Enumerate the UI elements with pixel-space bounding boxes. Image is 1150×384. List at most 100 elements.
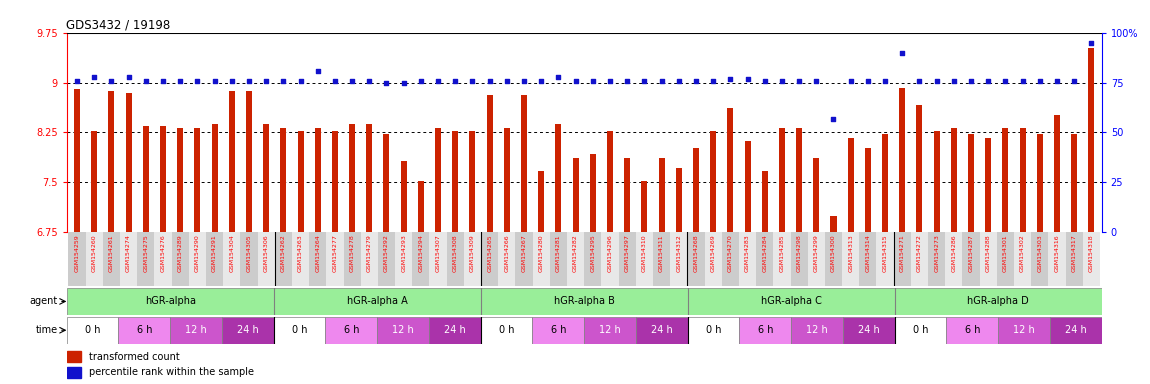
Text: GSM154307: GSM154307 (436, 234, 440, 272)
Bar (997, 232, 1014, 286)
Point (325, 78, 344, 84)
Point (583, 78, 601, 84)
Bar (688, 288, 895, 315)
Bar (383, 134, 390, 232)
Text: GSM154260: GSM154260 (92, 234, 97, 271)
Point (687, 78, 705, 84)
Bar (246, 91, 252, 232)
Text: GSM154313: GSM154313 (849, 234, 853, 272)
Bar (504, 128, 509, 232)
Point (515, 78, 534, 84)
Bar (1083, 232, 1101, 286)
Bar (223, 232, 240, 286)
Text: hGR-alpha A: hGR-alpha A (347, 296, 407, 306)
Text: GSM154269: GSM154269 (711, 234, 715, 272)
Text: GSM154312: GSM154312 (676, 234, 681, 272)
Bar (274, 288, 481, 315)
Text: GSM154291: GSM154291 (212, 234, 217, 272)
Bar (429, 317, 481, 344)
Bar (194, 128, 200, 232)
Bar (292, 232, 309, 286)
Bar (807, 232, 825, 286)
Point (859, 78, 877, 84)
Bar (532, 317, 584, 344)
Bar (400, 161, 407, 232)
Point (894, 50, 912, 56)
Bar (705, 232, 722, 286)
Bar (281, 128, 286, 232)
Bar (154, 232, 171, 286)
Text: GSM154259: GSM154259 (75, 234, 79, 272)
Bar (813, 158, 819, 232)
Bar (481, 317, 532, 344)
Text: GSM154283: GSM154283 (745, 234, 750, 272)
Point (911, 78, 929, 84)
Text: hGR-alpha B: hGR-alpha B (554, 296, 614, 306)
Text: hGR-alpha D: hGR-alpha D (967, 296, 1029, 306)
Text: GSM154266: GSM154266 (505, 234, 509, 271)
Bar (125, 93, 131, 232)
Text: GSM154310: GSM154310 (642, 234, 646, 271)
Bar (532, 232, 550, 286)
Point (1048, 78, 1066, 84)
Text: agent: agent (30, 296, 58, 306)
Point (773, 78, 791, 84)
Bar (378, 232, 396, 286)
Text: GSM154278: GSM154278 (350, 234, 354, 272)
Text: GSM154297: GSM154297 (624, 234, 630, 272)
Text: 6 h: 6 h (344, 325, 359, 335)
Bar (108, 91, 114, 232)
Point (842, 78, 860, 84)
Text: GSM154273: GSM154273 (934, 234, 940, 272)
Text: GDS3432 / 19198: GDS3432 / 19198 (66, 18, 170, 31)
Text: GSM154311: GSM154311 (659, 234, 664, 271)
Bar (463, 232, 481, 286)
Bar (761, 171, 768, 232)
Bar (521, 94, 527, 232)
Text: GSM154317: GSM154317 (1072, 234, 1076, 272)
Point (360, 78, 378, 84)
Bar (584, 232, 601, 286)
Bar (739, 232, 757, 286)
Point (652, 78, 670, 84)
Text: GSM154279: GSM154279 (367, 234, 371, 272)
Bar (481, 288, 688, 315)
Bar (143, 126, 148, 232)
Text: GSM154302: GSM154302 (1020, 234, 1025, 272)
Point (171, 78, 190, 84)
Text: GSM154261: GSM154261 (109, 234, 114, 271)
Text: 24 h: 24 h (651, 325, 673, 335)
Point (1013, 78, 1032, 84)
Bar (1071, 134, 1078, 232)
Bar (350, 124, 355, 232)
Point (1065, 78, 1083, 84)
Bar (68, 232, 85, 286)
Bar (1020, 128, 1026, 232)
Text: GSM154284: GSM154284 (762, 234, 767, 272)
Bar (670, 232, 688, 286)
Point (446, 78, 465, 84)
Bar (934, 131, 940, 232)
Bar (1088, 48, 1095, 232)
Text: 12 h: 12 h (806, 325, 828, 335)
Bar (206, 232, 223, 286)
Bar (796, 128, 802, 232)
Point (927, 78, 945, 84)
Bar (332, 131, 338, 232)
Bar (1055, 114, 1060, 232)
Bar (624, 158, 630, 232)
Bar (412, 232, 429, 286)
Text: GSM154308: GSM154308 (453, 234, 458, 271)
Text: GSM154295: GSM154295 (590, 234, 596, 272)
Bar (894, 232, 911, 286)
Bar (1049, 232, 1066, 286)
Text: GSM154263: GSM154263 (298, 234, 302, 272)
Bar (171, 232, 189, 286)
Bar (91, 131, 98, 232)
Point (1082, 40, 1101, 46)
Bar (739, 317, 791, 344)
Text: 0 h: 0 h (85, 325, 100, 335)
Point (944, 78, 963, 84)
Point (567, 78, 585, 84)
Bar (429, 232, 446, 286)
